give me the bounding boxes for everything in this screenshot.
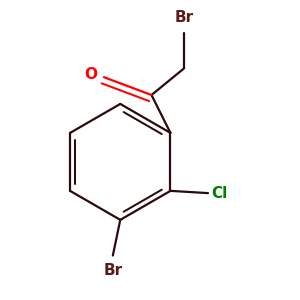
Text: Br: Br [175,10,194,25]
Text: Br: Br [103,263,122,278]
Text: O: O [84,67,98,82]
Text: Cl: Cl [211,186,227,201]
